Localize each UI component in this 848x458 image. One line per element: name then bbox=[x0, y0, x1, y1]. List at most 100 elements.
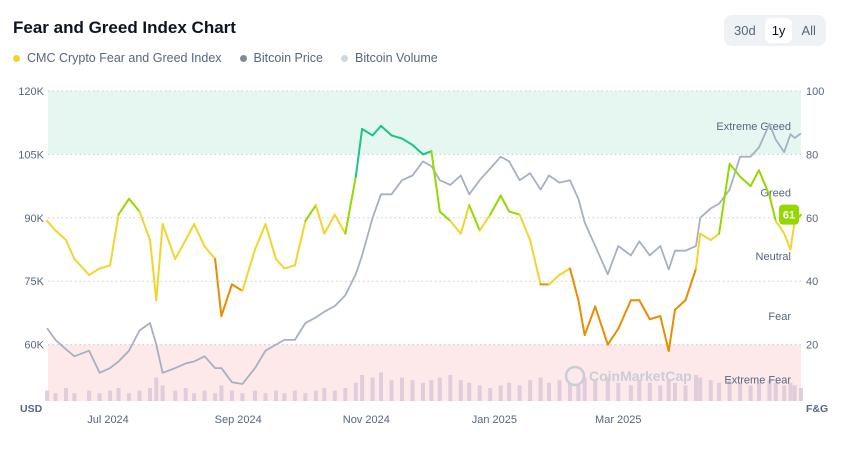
volume-bar bbox=[605, 377, 610, 401]
volume-bar bbox=[322, 388, 327, 401]
fear-greed-line-segment bbox=[529, 238, 542, 286]
volume-bar bbox=[219, 385, 224, 401]
fear-greed-line-segment bbox=[314, 204, 326, 235]
fear-greed-line-segment bbox=[193, 223, 206, 248]
fear-greed-line-segment bbox=[659, 315, 670, 352]
volume-bar bbox=[173, 390, 178, 401]
x-axis-tick: Jul 2024 bbox=[87, 414, 129, 426]
fear-greed-line-segment bbox=[344, 175, 357, 235]
page-title: Fear and Greed Index Chart bbox=[13, 18, 236, 37]
volume-bar bbox=[547, 382, 551, 401]
right-axis-tick: 80 bbox=[806, 149, 818, 161]
zone-label: Extreme Greed bbox=[716, 121, 791, 133]
volume-bar bbox=[498, 385, 503, 401]
volume-bar bbox=[708, 380, 713, 401]
fear-greed-line-segment bbox=[161, 223, 177, 261]
volume-bar bbox=[792, 385, 797, 401]
legend-dot-icon bbox=[341, 54, 349, 62]
fear-greed-line-segment bbox=[293, 219, 307, 267]
fear-greed-line-segment bbox=[638, 299, 651, 321]
range-30d-button[interactable]: 30d bbox=[734, 23, 756, 38]
volume-bar bbox=[477, 385, 482, 401]
volume-bar bbox=[788, 382, 793, 401]
volume-bar bbox=[292, 390, 297, 401]
fear-greed-line-segment bbox=[323, 213, 336, 235]
volume-bar bbox=[137, 390, 142, 401]
legend-dot-icon bbox=[239, 54, 247, 62]
fear-greed-line-segment bbox=[65, 238, 76, 261]
fear-greed-line-segment bbox=[88, 267, 101, 276]
fear-greed-line-segment bbox=[98, 264, 112, 270]
fear-greed-line-segment bbox=[449, 219, 462, 235]
volume-bar bbox=[389, 380, 394, 401]
volume-bar bbox=[773, 382, 778, 401]
left-axis-label: USD bbox=[20, 403, 43, 415]
volume-bar bbox=[528, 380, 533, 401]
volume-bar bbox=[658, 385, 663, 401]
volume-bar bbox=[698, 377, 703, 401]
volume-bar bbox=[303, 393, 308, 401]
zone-label: Greed bbox=[760, 187, 791, 199]
volume-bar bbox=[517, 385, 522, 401]
volume-bar bbox=[738, 382, 743, 401]
volume-bar bbox=[87, 390, 92, 401]
volume-bar bbox=[683, 385, 688, 401]
fear-greed-line-segment bbox=[283, 264, 296, 270]
volume-bar bbox=[421, 382, 425, 401]
volume-bar bbox=[748, 385, 753, 401]
fear-greed-line-segment bbox=[230, 283, 244, 292]
fear-greed-line-segment bbox=[478, 213, 492, 232]
fear-greed-line-segment bbox=[583, 305, 597, 337]
zone-label: Fear bbox=[768, 311, 791, 323]
left-axis-tick: 60K bbox=[24, 340, 44, 352]
fear-greed-line-segment bbox=[411, 143, 424, 156]
volume-bar bbox=[45, 390, 50, 401]
right-axis-tick: 60 bbox=[806, 213, 818, 225]
volume-bar bbox=[72, 393, 77, 401]
left-axis-tick: 90K bbox=[24, 213, 44, 225]
fear-greed-line-segment bbox=[46, 219, 57, 232]
fear-greed-line-segment bbox=[783, 232, 792, 251]
volume-bar bbox=[467, 382, 472, 401]
legend-item-bitcoin-volume[interactable]: Bitcoin Volume bbox=[341, 51, 438, 65]
fear-greed-line-segment bbox=[674, 299, 687, 311]
range-all-button[interactable]: All bbox=[801, 23, 816, 38]
volume-bar bbox=[582, 377, 587, 401]
fear-greed-line-segment bbox=[117, 197, 130, 216]
extreme-greed-zone bbox=[48, 91, 801, 155]
fear-greed-line-segment bbox=[789, 219, 796, 251]
legend-item-fear-greed[interactable]: CMC Crypto Fear and Greed Index bbox=[13, 51, 222, 65]
fear-greed-line-segment bbox=[361, 128, 374, 137]
volume-bar bbox=[263, 393, 268, 401]
volume-bar bbox=[116, 388, 121, 401]
fear-greed-line-segment bbox=[214, 258, 223, 318]
fear-greed-line-segment bbox=[54, 229, 67, 241]
fear-greed-line-segment bbox=[371, 124, 382, 137]
bitcoin-price-line bbox=[46, 123, 802, 385]
fear-greed-line-segment bbox=[699, 232, 712, 241]
legend-dot-icon bbox=[13, 54, 20, 62]
legend-item-bitcoin-price[interactable]: Bitcoin Price bbox=[239, 51, 323, 65]
right-axis-label: F&G bbox=[806, 403, 828, 415]
volume-bar bbox=[616, 382, 621, 401]
volume-bar bbox=[353, 382, 358, 401]
left-axis-tick: 105K bbox=[18, 149, 44, 161]
fear-greed-line-segment bbox=[438, 210, 452, 222]
fear-greed-line-segment bbox=[430, 150, 441, 213]
fear-greed-line-segment bbox=[155, 223, 164, 302]
volume-bar bbox=[343, 388, 348, 401]
zone-label: Neutral bbox=[756, 251, 791, 263]
legend: CMC Crypto Fear and Greed Index Bitcoin … bbox=[13, 51, 438, 65]
volume-bar bbox=[717, 382, 722, 401]
volume-bar bbox=[379, 372, 383, 401]
range-1y-button[interactable]: 1y bbox=[764, 18, 793, 43]
volume-bar bbox=[767, 380, 772, 401]
current-value-text: 61 bbox=[783, 210, 795, 222]
right-axis-tick: 40 bbox=[806, 276, 818, 288]
right-axis-tick: 20 bbox=[806, 340, 818, 352]
fear-greed-line-segment bbox=[728, 162, 742, 178]
fear-greed-line-segment bbox=[684, 267, 697, 302]
fear-greed-line-segment bbox=[138, 210, 151, 241]
